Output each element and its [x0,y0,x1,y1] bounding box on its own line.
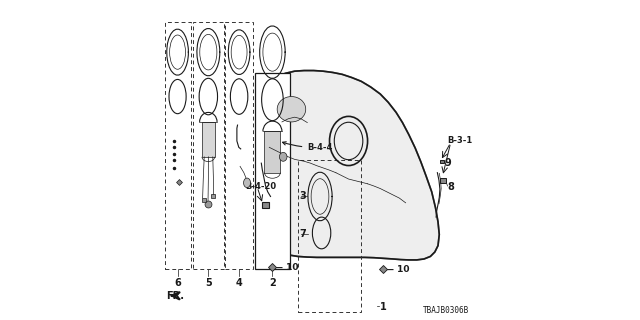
Ellipse shape [280,152,287,161]
Bar [255,73,290,269]
Bar [298,160,361,312]
Text: 1: 1 [380,301,387,312]
Text: TBAJB0306B: TBAJB0306B [423,307,469,316]
Text: 2: 2 [269,278,276,288]
Text: B-3-1: B-3-1 [447,136,472,146]
Polygon shape [260,70,439,260]
Text: 4: 4 [236,278,243,288]
Text: FR.: FR. [166,291,184,301]
Bar [264,132,280,173]
Ellipse shape [244,178,250,188]
Text: 6: 6 [174,278,181,288]
Bar [262,202,269,208]
Text: 5: 5 [205,278,212,288]
Text: 9: 9 [445,157,451,168]
Bar [225,22,253,269]
Text: 8: 8 [447,182,454,192]
Bar [164,22,191,269]
Bar [440,160,444,163]
Text: — 10: — 10 [385,265,410,274]
Bar [193,22,223,269]
Bar [440,178,445,183]
Text: — 10: — 10 [274,263,298,272]
Ellipse shape [277,97,306,122]
Bar [202,122,214,157]
Text: B-4-4: B-4-4 [282,142,333,152]
Text: 3: 3 [299,191,306,202]
Text: B-4-20: B-4-20 [246,182,276,191]
Text: 7: 7 [299,228,306,239]
